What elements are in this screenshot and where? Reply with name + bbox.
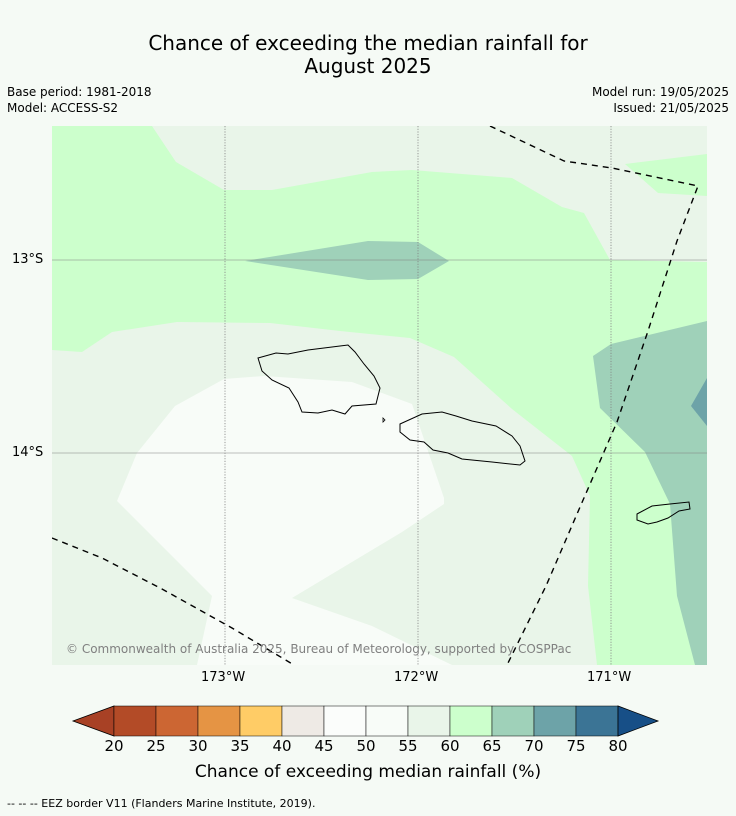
colorbar-bin-50-55 bbox=[365, 705, 409, 737]
colorbar-extend-low bbox=[71, 705, 115, 737]
copyright-text: © Commonwealth of Australia 2025, Bureau… bbox=[66, 642, 571, 656]
colorbar-bin-20-25 bbox=[113, 705, 157, 737]
colorbar-tick-50: 50 bbox=[356, 737, 376, 755]
model-run: Model run: 19/05/2025 bbox=[591, 85, 729, 99]
region-60-65-north bbox=[52, 126, 707, 665]
rainfall-map: © Commonwealth of Australia 2025, Bureau… bbox=[52, 126, 707, 665]
colorbar-tick-75: 75 bbox=[566, 737, 586, 755]
upolu-island bbox=[399, 411, 526, 466]
savaii-island bbox=[257, 344, 381, 415]
lon-label-171w: 171°W bbox=[587, 670, 632, 685]
colorbar-bin-40-45 bbox=[281, 705, 325, 737]
colorbar-bin-55-60 bbox=[407, 705, 451, 737]
base-period: Base period: 1981-2018 bbox=[7, 85, 152, 99]
colorbar-title: Chance of exceeding median rainfall (%) bbox=[194, 762, 542, 782]
eez-border bbox=[52, 126, 699, 665]
lon-label-172w: 172°W bbox=[394, 670, 439, 685]
colorbar-extend-high bbox=[617, 705, 660, 737]
model-name: Model: ACCESS-S2 bbox=[7, 101, 119, 115]
map-title-line2: August 2025 bbox=[304, 54, 432, 78]
region-50-55-central bbox=[117, 376, 452, 665]
colorbar bbox=[71, 705, 660, 737]
region-65-70-north bbox=[245, 241, 449, 280]
colorbar-bin-30-35 bbox=[197, 705, 241, 737]
colorbar-tick-25: 25 bbox=[146, 737, 166, 755]
colorbar-tick-40: 40 bbox=[272, 737, 292, 755]
region-60-65-ne bbox=[625, 154, 707, 196]
colorbar-bin-75-80 bbox=[575, 705, 619, 737]
colorbar-bin-35-40 bbox=[239, 705, 283, 737]
colorbar-tick-60: 60 bbox=[440, 737, 460, 755]
eez-footnote: -- -- -- EEZ border V11 (Flanders Marine… bbox=[7, 797, 316, 810]
lat-label-14s: 14°S bbox=[12, 445, 44, 460]
colorbar-tick-70: 70 bbox=[524, 737, 544, 755]
lon-label-173w: 173°W bbox=[201, 670, 246, 685]
colorbar-tick-55: 55 bbox=[398, 737, 418, 755]
colorbar-bin-45-50 bbox=[323, 705, 367, 737]
colorbar-bin-70-75 bbox=[533, 705, 577, 737]
region-70-75-east bbox=[691, 378, 707, 426]
colorbar-tick-65: 65 bbox=[482, 737, 502, 755]
map-title-line1: Chance of exceeding the median rainfall … bbox=[148, 31, 588, 55]
colorbar-bin-60-65 bbox=[449, 705, 493, 737]
lat-label-13s: 13°S bbox=[12, 252, 44, 267]
colorbar-tick-35: 35 bbox=[230, 737, 250, 755]
graticule bbox=[224, 126, 612, 665]
issued-date: Issued: 21/05/2025 bbox=[613, 101, 729, 115]
colorbar-tick-20: 20 bbox=[104, 737, 124, 755]
tutuila-island bbox=[636, 501, 691, 525]
colorbar-tick-80: 80 bbox=[608, 737, 628, 755]
colorbar-tick-45: 45 bbox=[314, 737, 334, 755]
colorbar-tick-30: 30 bbox=[188, 737, 208, 755]
colorbar-bin-25-30 bbox=[155, 705, 199, 737]
manono-island bbox=[382, 417, 386, 423]
colorbar-bin-65-70 bbox=[491, 705, 535, 737]
